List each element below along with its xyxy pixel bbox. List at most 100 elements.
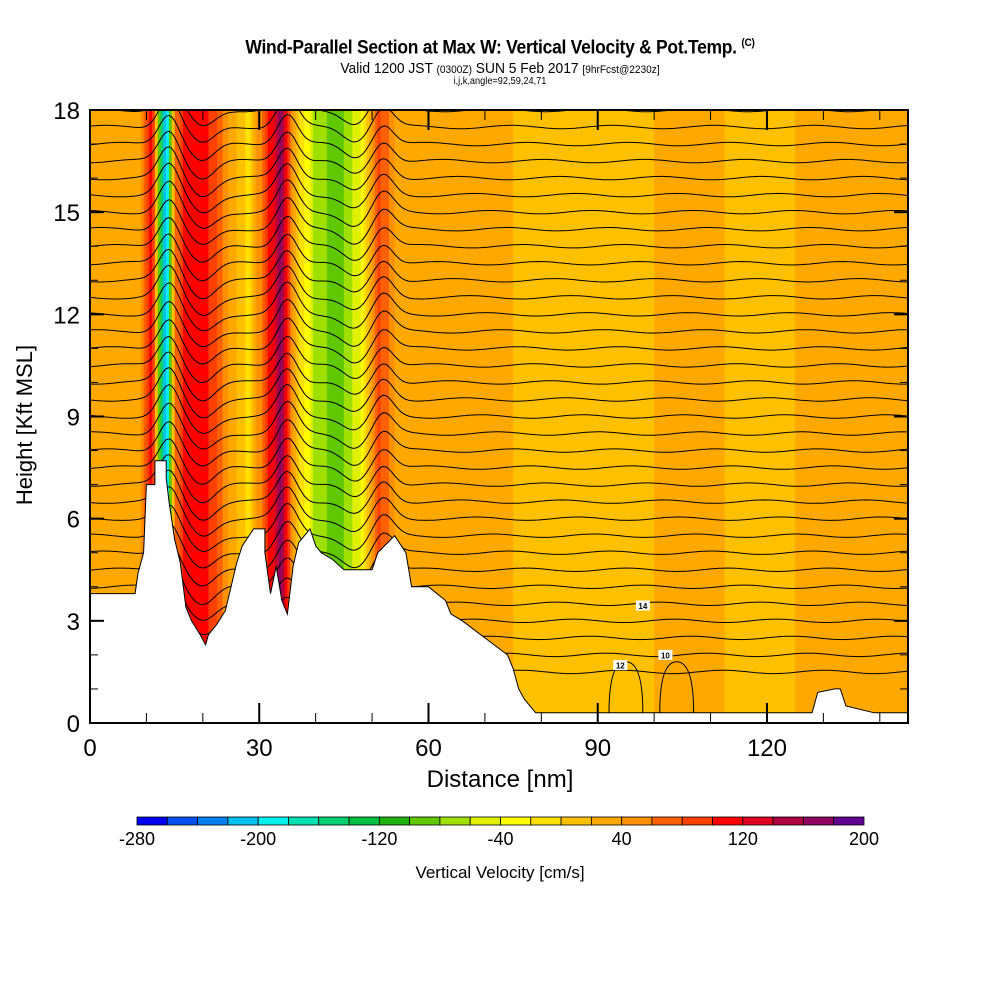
- velocity-cell: [515, 110, 520, 723]
- velocity-cell: [611, 110, 616, 723]
- velocity-cell: [876, 110, 881, 723]
- velocity-cell: [628, 110, 633, 723]
- theta-contour-line: [90, 351, 908, 402]
- theta-contour-label: 14: [635, 600, 650, 611]
- theta-contours: [90, 110, 908, 713]
- velocity-cell: [747, 110, 751, 723]
- velocity-cell: [829, 110, 833, 723]
- theta-contour-line: [90, 367, 908, 419]
- colorbar-swatch: [681, 816, 713, 826]
- colorbar-tick-label: 120: [728, 829, 758, 849]
- velocity-cell: [795, 110, 799, 723]
- velocity-cell: [814, 110, 819, 723]
- velocity-cell: [631, 110, 635, 723]
- velocity-cell: [490, 110, 494, 723]
- theta-contour-line: [90, 454, 908, 504]
- y-axis-title-text: Height [Kft MSL]: [12, 344, 37, 506]
- velocity-cell: [363, 110, 368, 723]
- velocity-cell: [422, 110, 427, 723]
- velocity-cell: [682, 110, 686, 723]
- colorbar-swatch: [378, 816, 411, 826]
- y-tick-label: 18: [53, 98, 80, 125]
- velocity-cell: [208, 110, 212, 723]
- colorbar-swatch: [803, 816, 835, 826]
- velocity-cell: [690, 110, 695, 723]
- colorbar-swatch: [833, 816, 865, 826]
- velocity-cell: [326, 110, 331, 723]
- theta-contour-line: [90, 130, 908, 180]
- velocity-cell: [868, 110, 872, 723]
- velocity-cell: [651, 110, 655, 723]
- theta-contour-line: [90, 281, 908, 332]
- velocity-cell: [840, 110, 844, 723]
- valid-time-utc: (0300Z): [436, 64, 472, 76]
- velocity-cell: [310, 110, 314, 723]
- theta-contour-label-text: 14: [638, 602, 647, 611]
- velocity-cell: [817, 110, 822, 723]
- velocity-cell: [845, 110, 850, 723]
- velocity-cell: [518, 110, 523, 723]
- velocity-cell: [532, 110, 537, 723]
- velocity-cell: [719, 110, 723, 723]
- theta-contour-line: [90, 539, 908, 587]
- velocity-cell: [772, 110, 777, 723]
- theta-contour-line: [90, 162, 908, 214]
- colorbar-swatch: [257, 816, 289, 826]
- velocity-cell: [149, 110, 153, 723]
- velocity-cell: [321, 110, 325, 723]
- x-tick-label: 120: [747, 735, 787, 762]
- theta-contour-line: [90, 437, 908, 485]
- velocity-cell: [214, 110, 218, 723]
- velocity-cell: [211, 110, 215, 723]
- velocity-cell: [891, 110, 895, 723]
- velocity-cell: [843, 110, 847, 723]
- velocity-cell: [499, 110, 503, 723]
- velocity-cell: [837, 110, 841, 723]
- velocity-cell: [118, 110, 122, 723]
- valid-time-jst: Valid 1200 JST: [340, 60, 433, 77]
- velocity-cell: [273, 110, 277, 723]
- theta-contour-line: [90, 215, 908, 263]
- velocity-cell: [679, 110, 683, 723]
- velocity-cell: [521, 110, 525, 723]
- colorbar-swatch: [590, 816, 623, 826]
- velocity-cell: [276, 110, 280, 723]
- theta-contour-line: [90, 113, 908, 162]
- velocity-cell: [357, 110, 362, 723]
- velocity-cell: [135, 110, 139, 723]
- velocity-cell: [597, 110, 602, 723]
- velocity-cell: [848, 110, 853, 723]
- velocity-cell: [191, 110, 195, 723]
- velocity-cell: [411, 110, 415, 723]
- velocity-cell: [696, 110, 700, 723]
- colorbar-swatch: [409, 816, 441, 826]
- velocity-cell: [549, 110, 554, 723]
- velocity-cell: [473, 110, 478, 723]
- velocity-cell: [730, 110, 734, 723]
- theta-contour-line: [90, 248, 908, 300]
- velocity-cell: [484, 110, 489, 723]
- velocity-cell: [293, 110, 297, 723]
- velocity-cell: [352, 110, 356, 723]
- copyright-mark: (C): [741, 37, 755, 49]
- velocity-cell: [346, 110, 351, 723]
- chart-subtitle: Valid 1200 JST (0300Z) SUN 5 Feb 2017 [9…: [40, 60, 960, 77]
- velocity-cell: [106, 110, 111, 723]
- colorbar-swatch: [621, 816, 653, 826]
- velocity-cell: [318, 110, 322, 723]
- velocity-cell: [882, 110, 887, 723]
- velocity-cell: [563, 110, 568, 723]
- theta-contour-line: [90, 383, 908, 434]
- theta-contour-line: [90, 298, 908, 348]
- velocity-cell: [538, 110, 542, 723]
- velocity-cell: [380, 110, 384, 723]
- velocity-cell: [459, 110, 463, 723]
- theta-closed-contour: [659, 661, 695, 713]
- colorbar-tick-label: 200: [849, 829, 879, 849]
- velocity-cell: [403, 110, 407, 723]
- velocity-cell: [544, 110, 548, 723]
- velocity-cell: [865, 110, 870, 723]
- velocity-cell: [332, 110, 336, 723]
- velocity-cell: [888, 110, 892, 723]
- velocity-cell: [168, 110, 173, 723]
